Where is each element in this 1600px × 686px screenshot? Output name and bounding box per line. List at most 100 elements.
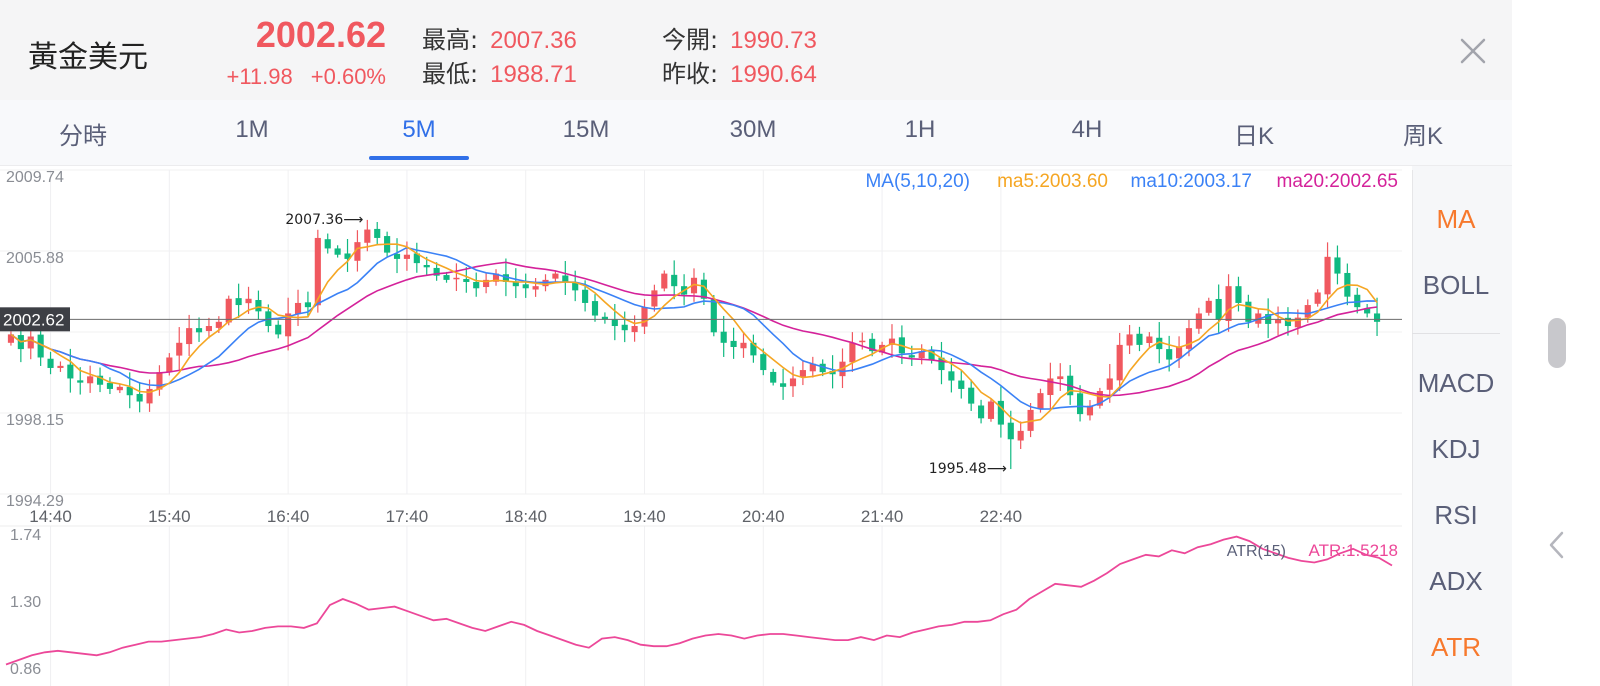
- candle-body: [294, 302, 302, 315]
- candle-body: [492, 273, 500, 282]
- candle-body: [819, 363, 826, 373]
- candle-body: [1274, 319, 1282, 324]
- atr-y-tick-label: 1.30: [10, 594, 41, 611]
- price-change: +11.98 +0.60%: [200, 64, 386, 90]
- stat-prev-close-value: 1990.64: [730, 61, 817, 88]
- high-annotation: 2007.36⟶: [285, 212, 363, 228]
- candle-body: [423, 264, 430, 268]
- indicator-ma[interactable]: MA: [1436, 204, 1476, 234]
- x-tick-label: 18:40: [504, 507, 547, 526]
- quote-header: 黃金美元 2002.62 +11.98 +0.60% 最高: 2007.36 最低:…: [0, 0, 1512, 100]
- candle-body: [1136, 333, 1143, 345]
- scrollbar-thumb[interactable]: [1548, 318, 1566, 368]
- candle-body: [562, 275, 569, 282]
- timeframe-tabs: 分時 1M 5M 15M 30M 1H 4H 日K 周K: [0, 100, 1512, 166]
- candle-body: [1294, 317, 1301, 328]
- candle-body: [473, 281, 480, 289]
- candle-body: [720, 331, 727, 343]
- candle-body: [463, 279, 470, 282]
- candle-body: [1235, 286, 1242, 303]
- candle-body: [1195, 313, 1202, 329]
- indicator-boll[interactable]: BOLL: [1422, 270, 1490, 300]
- active-tab-indicator: [369, 156, 469, 160]
- candle-body: [156, 372, 163, 390]
- candle-body: [314, 237, 321, 306]
- candle-body: [829, 370, 836, 375]
- tab-30m[interactable]: 30M: [729, 116, 777, 143]
- indicator-kdj[interactable]: KDJ: [1431, 434, 1481, 464]
- indicator-atr[interactable]: ATR: [1430, 632, 1482, 662]
- candle-body: [235, 298, 242, 306]
- candle-body: [37, 334, 44, 358]
- stat-low-value: 1988.71: [490, 61, 577, 88]
- candle-body: [522, 284, 529, 289]
- kline-chart[interactable]: 14:40 15:40 16:40 17:40 18:40 19:40 20:40 21:40…: [0, 166, 1412, 686]
- candle-body: [285, 313, 292, 337]
- atr-y-tick-label: 0.86: [10, 661, 41, 678]
- candle-body: [582, 289, 589, 303]
- candle-body: [186, 328, 193, 345]
- indicator-rsi[interactable]: RSI: [1434, 500, 1478, 530]
- candle-body: [1126, 334, 1133, 346]
- candle-body: [651, 290, 658, 307]
- candle-body: [275, 324, 282, 335]
- stat-high-label: 最高:: [422, 26, 479, 54]
- candle-body: [780, 383, 787, 387]
- candle-body: [809, 363, 816, 372]
- candle-body: [334, 248, 341, 255]
- tab-4h[interactable]: 4H: [1071, 116, 1103, 143]
- candle-body: [453, 277, 460, 280]
- candle-body: [958, 380, 965, 389]
- tab-time-share[interactable]: 分時: [59, 123, 107, 150]
- x-tick-label: 20:40: [742, 507, 785, 526]
- candle-body: [96, 375, 104, 385]
- candle-body: [364, 229, 371, 243]
- chart-background: [0, 166, 1412, 686]
- candle-body: [849, 342, 856, 363]
- candle-body: [1037, 393, 1044, 409]
- legend-ma10: ma10:2003.17: [1131, 171, 1253, 192]
- indicator-macd[interactable]: MACD: [1417, 368, 1495, 398]
- candle-body: [1245, 301, 1252, 322]
- candle-body: [413, 253, 420, 264]
- candle-body: [661, 273, 668, 289]
- tab-daily[interactable]: 日K: [1233, 123, 1274, 150]
- candle-body: [1007, 422, 1014, 440]
- candle-body: [324, 239, 331, 249]
- candle-body: [532, 286, 539, 290]
- candle-body: [1225, 286, 1232, 321]
- candle-body: [354, 242, 361, 261]
- candle-body: [136, 393, 143, 402]
- stat-prev-close-label: 昨收:: [662, 60, 719, 88]
- ma5-line: [10, 243, 1378, 424]
- candle-body: [403, 254, 410, 259]
- x-tick-label: 19:40: [623, 507, 666, 526]
- x-tick-label: 16:40: [267, 507, 310, 526]
- tab-15m[interactable]: 15M: [562, 116, 610, 143]
- candle-body: [938, 357, 945, 371]
- candle-body: [760, 354, 767, 371]
- candle-body: [483, 279, 490, 288]
- indicator-adx[interactable]: ADX: [1429, 566, 1483, 596]
- atr-line: [5, 535, 1393, 666]
- candle-body: [869, 338, 876, 352]
- candle-body: [146, 388, 153, 404]
- tab-5m[interactable]: 5M: [402, 116, 436, 143]
- candle-body: [1106, 378, 1113, 390]
- close-icon[interactable]: [1456, 34, 1490, 68]
- candle-body: [1116, 344, 1123, 381]
- candle-body: [928, 350, 935, 360]
- candle-body: [1086, 405, 1094, 416]
- tab-1h[interactable]: 1H: [904, 116, 936, 143]
- candle-body: [374, 228, 381, 238]
- candle-body: [1166, 349, 1173, 360]
- candle-body: [859, 340, 866, 343]
- tab-1m[interactable]: 1M: [235, 116, 269, 143]
- current-price-tag: [0, 307, 70, 332]
- candle-body: [1373, 313, 1381, 322]
- current-price-label: 2002.62: [3, 310, 64, 329]
- candle-body: [671, 274, 678, 287]
- tab-weekly[interactable]: 周K: [1402, 123, 1443, 150]
- candle-body: [552, 273, 559, 279]
- chevron-left-icon[interactable]: [1546, 530, 1568, 560]
